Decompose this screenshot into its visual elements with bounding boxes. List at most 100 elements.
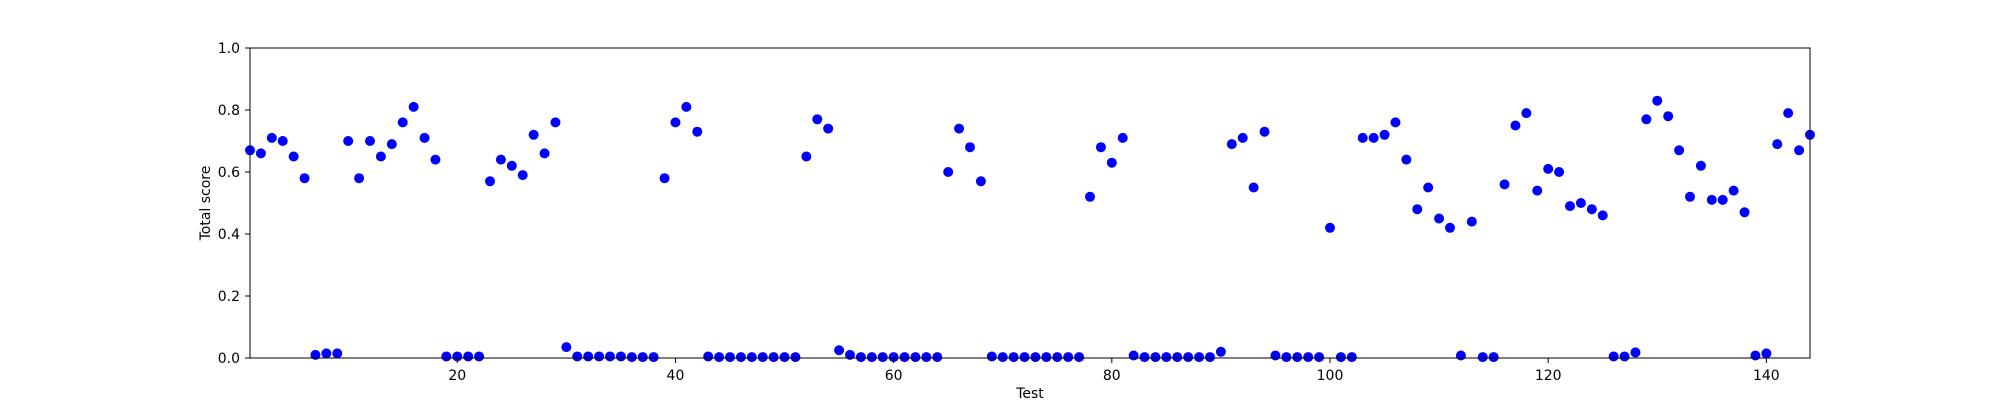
data-point (583, 351, 594, 362)
data-point (790, 352, 801, 363)
data-point (823, 123, 834, 134)
data-point (1139, 352, 1150, 363)
data-point (1117, 132, 1128, 143)
data-point (910, 352, 921, 363)
data-point (561, 342, 572, 353)
data-point (1074, 352, 1085, 363)
data-point (1575, 198, 1586, 208)
data-point (1641, 114, 1652, 125)
data-point (1685, 191, 1695, 202)
data-point (1772, 139, 1783, 150)
data-point (637, 352, 648, 363)
y-axis-label: Total score (198, 166, 214, 242)
data-point (779, 352, 790, 363)
data-point (310, 349, 321, 360)
data-point (1630, 347, 1641, 358)
data-point (1172, 352, 1183, 363)
data-point (812, 114, 823, 125)
data-point (506, 160, 517, 171)
data-point (386, 139, 397, 150)
plot-frame (249, 47, 1811, 359)
data-point (1794, 145, 1805, 156)
data-point (321, 348, 332, 359)
data-point (1128, 350, 1139, 361)
data-point (1412, 204, 1423, 215)
data-point (528, 129, 539, 140)
data-point (1095, 142, 1106, 153)
plot-area: 20 40 60 80 100 120 140 0.0 0.2 0.4 0.6 0.8 1.0 (218, 41, 1815, 384)
data-point (408, 101, 419, 112)
data-point (1292, 352, 1303, 363)
data-point (1663, 111, 1674, 122)
data-point (1739, 207, 1750, 218)
data-point (1226, 139, 1237, 150)
data-point (834, 345, 845, 356)
data-point (626, 352, 637, 363)
data-point (1270, 350, 1281, 361)
y-tick-label: 0.8 (218, 103, 240, 119)
x-tick-label: 20 (448, 368, 466, 384)
data-point (1750, 350, 1761, 361)
data-point (365, 136, 375, 146)
data-point (1706, 194, 1717, 205)
data-point (550, 117, 561, 128)
data-point (266, 132, 277, 143)
data-point (1674, 145, 1685, 156)
data-point (1565, 201, 1575, 212)
data-point (997, 352, 1008, 363)
data-point (1466, 216, 1477, 227)
data-point (288, 151, 299, 162)
data-point (474, 351, 485, 362)
data-point (975, 176, 986, 187)
data-point (1215, 346, 1226, 357)
data-point (1586, 204, 1597, 215)
data-point (1728, 185, 1739, 196)
data-point (932, 352, 943, 363)
data-point (343, 136, 354, 146)
data-point (1510, 120, 1521, 131)
data-point (681, 101, 692, 112)
x-axis-label: Test (1015, 386, 1044, 400)
data-point (1205, 352, 1215, 363)
data-point (714, 352, 725, 363)
data-point (1194, 352, 1205, 363)
data-point (1346, 352, 1357, 363)
data-point (1248, 182, 1259, 193)
data-point (1521, 108, 1532, 119)
data-point (1008, 352, 1019, 363)
data-point (1357, 132, 1368, 143)
data-point (1063, 352, 1074, 363)
data-point (670, 117, 681, 128)
data-point (943, 167, 954, 177)
data-point (1281, 352, 1292, 363)
data-point (1554, 167, 1565, 177)
y-tick-label: 0.4 (218, 227, 240, 243)
data-point (354, 173, 365, 184)
data-point (299, 173, 310, 184)
data-point (452, 351, 463, 362)
data-point (954, 123, 965, 134)
data-point (1106, 157, 1117, 168)
data-point (1597, 210, 1608, 221)
data-point (855, 352, 866, 363)
data-point (594, 351, 605, 362)
data-point (1445, 222, 1455, 233)
data-point (1499, 179, 1510, 190)
data-point (1183, 352, 1194, 363)
data-point (605, 351, 615, 362)
data-point (1379, 129, 1390, 140)
data-point (845, 349, 855, 360)
data-point (1543, 163, 1554, 174)
data-point (986, 351, 997, 362)
data-point (517, 170, 528, 181)
data-point (1085, 191, 1095, 202)
data-point (1161, 352, 1172, 363)
data-point (1619, 351, 1630, 362)
data-point (1314, 352, 1325, 363)
x-tick-label: 80 (1103, 368, 1121, 384)
data-point (899, 352, 910, 363)
data-point (1335, 352, 1346, 363)
data-point (746, 352, 757, 363)
